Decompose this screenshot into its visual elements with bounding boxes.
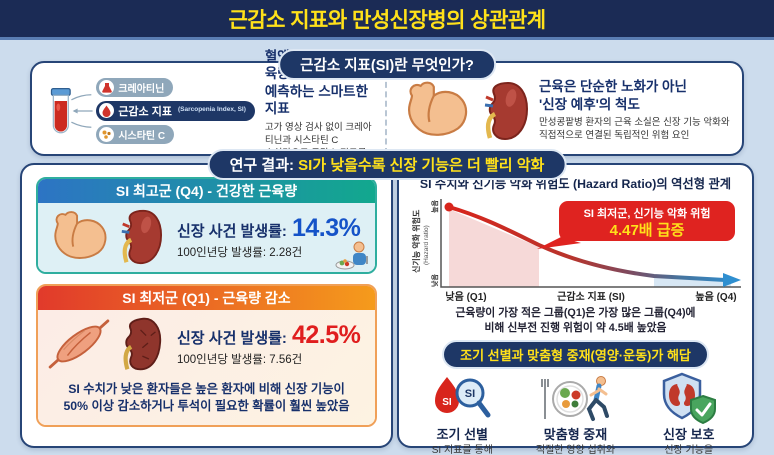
si-drop-magnifier-icon: SI SI [435,377,491,418]
si-right-desc: 만성콩팥병 환자의 근육 소실은 신장 기능 악화와 직접적으로 연결된 독립적… [539,117,730,143]
research-banner-prefix: 연구 결과: [229,157,295,174]
y-axis-label-1: 신기능 악화 위험도 [411,209,421,273]
x-label-low: 낮음 (Q1) [445,290,486,303]
curve-start-point [444,202,454,212]
early-screening-title: 조기 선별 [436,427,488,443]
si-panel-header: 근감소 지표(SI)란 무엇인가? [278,49,496,80]
kidney-shield-icon [662,372,716,425]
q1-stat-label: 신장 사건 발생률: [177,330,287,347]
q4-substat: 100인년당 발생률: 2.28건 [177,247,303,259]
early-screening-desc: SI 지표를 통해 위험군을 조기에 발견 [409,444,516,455]
research-banner-highlight: SI가 낮을수록 신장 기능은 더 빨리 악화 [298,157,545,174]
chart-callout: SI 최저군, 신기능 악화 위험 4.47배 급증 [537,201,735,249]
kidney-protection-title: 신장 보호 [662,427,715,443]
label-cystatin-c: 시스타틴 C [96,124,175,144]
si-right-headline-2: '신장 예후'의 척도 [539,96,640,112]
healthy-kidney-icon [121,209,163,265]
solution-columns: SI SI 조기 선별 SI 지표를 통해 위험군을 조기에 발견 [409,372,742,455]
tube-label-list: 크레아티닌 근감소 지표 (Sarcopenia Index, SI) 시스타틴… [96,77,255,144]
flask-icon [99,79,115,95]
q4-card: SI 최고군 (Q4) - 건강한 근육량 [36,177,377,274]
intervention-desc-1: 적절한 영양 섭취와 [535,445,616,455]
q1-note-1: SI 수치가 낮은 환자들은 높은 환자에 비해 신장 기능이 [68,382,345,396]
hazard-ratio-chart: SI 최저군, 신기능 악화 위험 4.47배 급증 신기능 악화 위험도 (H… [411,199,741,303]
q4-stat-value: 14.3% [291,214,361,242]
chart-low-si-shade [449,209,539,287]
si-prognosis-section: 근육은 단순한 노화가 아닌 '신장 예후'의 척도 만성콩팥병 환자의 근육 … [385,63,742,154]
page-title: 근감소 지표와 만성신장병의 상관관계 [228,8,546,32]
molecule-icon [99,126,115,142]
x-label-high: 높음 (Q4) [695,291,736,303]
chart-note-1: 근육량이 가장 적은 그룹(Q1)은 가장 많은 그룹(Q4)에 [455,307,696,319]
callout-line2: 4.47배 급증 [610,222,685,239]
solution-early-screening: SI SI 조기 선별 SI 지표를 통해 위험군을 조기에 발견 [409,373,516,455]
q4-stats: 신장 사건 발생률: 14.3% 100인년당 발생률: 2.28건 [177,214,361,260]
label-si-text: 근감소 지표 [118,105,172,118]
kidney-protection-desc: 신장 기능을 보호하고 예후 개선 [635,444,742,455]
si-right-desc-2: 직접적으로 연결된 독립적인 위험 요인 [539,130,690,142]
chart-note-2: 비해 신부전 진행 위험이 약 4.5배 높았음 [484,321,667,334]
label-cystatin-text: 시스타틴 C [118,130,166,142]
q1-stat-value: 42.5% [291,321,361,349]
callout-line1: SI 최저군, 신기능 악화 위험 [584,206,711,220]
q4-header: SI 최고군 (Q4) - 건강한 근육량 [38,179,375,203]
q1-note-2: 50% 이상 감소하거나 투석이 필요한 확률이 훨씬 높았음 [63,399,350,414]
q1-body: 신장 사건 발생률: 42.5% 100인년당 발생률: 7.56건 SI 수치… [38,310,375,426]
solution-kidney-protection: 신장 보호 신장 기능을 보호하고 예후 개선 [635,372,742,455]
q1-header: SI 최저군 (Q1) - 근육량 감소 [38,286,375,310]
q1-note: SI 수치가 낮은 환자들은 높은 환자에 비해 신장 기능이 50% 이상 감… [48,381,365,415]
chart-note: 근육량이 가장 적은 그룹(Q1)은 가장 많은 그룹(Q4)에 비해 신부전 … [409,306,742,335]
label-creatinine: 크레아티닌 [96,77,174,97]
chart-title: SI 수치와 신기능 악화 위험도 (Hazard Ratio)의 역선형 관계 [419,177,732,191]
blood-tube-icon [50,87,93,133]
y-axis-label-2: (Hazard ratio) [423,225,430,265]
si-drop-text: SI [443,397,453,408]
si-right-desc-1: 만성콩팥병 환자의 근육 소실은 신장 기능 악화와 [539,117,730,129]
healthy-eating-person-icon [335,241,368,270]
curve-arrowhead-icon [723,273,741,287]
solution-banner: 조기 선별과 맞춤형 중재(영양·운동)가 해답 [442,340,709,370]
kidney-icon [484,81,529,140]
q1-substat: 100인년당 발생률: 7.56건 [177,354,303,366]
solution-intervention: 맞춤형 중재 적절한 영양 섭취와 운동을 병행 [522,373,629,455]
si-right-headline-1: 근육은 단순한 노화가 아닌 [539,79,687,95]
chart-panel: SI 수치와 신기능 악화 위험도 (Hazard Ratio)의 역선형 관계 [397,163,754,455]
intervention-desc: 적절한 영양 섭취와 운동을 병행 [522,444,629,455]
intervention-title: 맞춤형 중재 [543,427,608,443]
label-si-subtext: (Sarcopenia Index, SI) [177,106,246,114]
q4-stat-label: 신장 사건 발생률: [177,223,287,240]
atrophied-muscle-icon [48,319,110,369]
title-bar: 근감소 지표와 만성신장병의 상관관계 [0,0,774,40]
muscle-arm-icon [54,211,107,259]
x-label-center: 근감소 지표 (SI) [557,290,625,303]
nutrition-exercise-icon [541,376,610,422]
y-axis-high-label: 높음 [430,200,439,213]
si-left-desc-1: 고가 영상 검사 없이 크레아티닌과 시스타틴 C [264,121,372,146]
q1-card: SI 최저군 (Q1) - 근육량 감소 [36,284,377,428]
si-definition-panel: 근감소 지표(SI)란 무엇인가? 크레아티닌 [30,49,744,171]
label-sarcopenia-index: 근감소 지표 (Sarcopenia Index, SI) [96,100,255,121]
si-left-headline-2: 예측하는 스마트한 지표 [264,83,369,117]
chart-axes [440,199,741,288]
damaged-kidney-icon [123,317,162,371]
muscle-arm-icon [408,81,468,136]
kidney-protection-desc-1: 신장 기능을 [664,445,714,455]
blood-drop-icon [99,103,115,118]
si-lens-text: SI [465,388,475,400]
research-result-banner: 연구 결과: SI가 낮을수록 신장 기능은 더 빨리 악화 [207,149,567,180]
hazard-curve [447,205,727,282]
si-right-headline: 근육은 단순한 노화가 아닌 '신장 예후'의 척도 [539,78,730,113]
q4-body: 신장 사건 발생률: 14.3% 100인년당 발생률: 2.28건 [38,203,375,272]
si-right-textblock: 근육은 단순한 노화가 아닌 '신장 예후'의 척도 만성콩팥병 환자의 근육 … [539,78,730,143]
early-screening-desc-1: SI 지표를 통해 [431,445,493,455]
q1-stats: 신장 사건 발생률: 42.5% 100인년당 발생률: 7.56건 [177,321,361,367]
label-creatinine-text: 크레아티닌 [118,83,165,95]
groups-panel: SI 최고군 (Q4) - 건강한 근육량 [20,163,393,448]
y-axis-low-label: 낮음 [430,274,439,287]
